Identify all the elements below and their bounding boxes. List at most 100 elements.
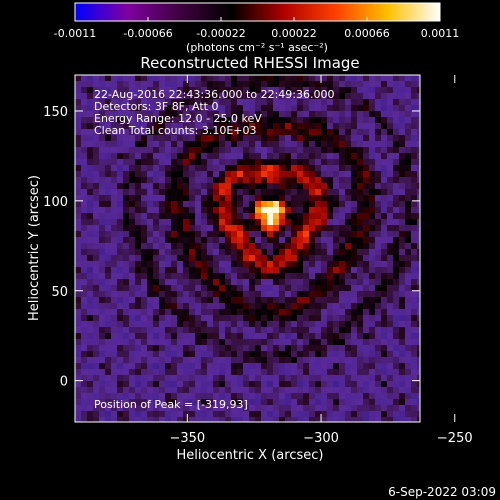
heatmap-cell	[399, 219, 405, 225]
heatmap-cell	[291, 213, 297, 219]
heatmap-cell	[345, 123, 351, 129]
heatmap-cell	[111, 123, 117, 129]
heatmap-cell	[405, 333, 411, 339]
heatmap-cell	[177, 141, 183, 147]
heatmap-cell	[153, 231, 159, 237]
heatmap-cell	[75, 141, 81, 147]
heatmap-cell	[189, 87, 195, 93]
heatmap-cell	[195, 207, 201, 213]
heatmap-cell	[153, 87, 159, 93]
heatmap-cell	[351, 267, 357, 273]
heatmap-cell	[291, 399, 297, 405]
heatmap-cell	[315, 117, 321, 123]
heatmap-cell	[219, 147, 225, 153]
heatmap-cell	[339, 351, 345, 357]
heatmap-cell	[339, 405, 345, 411]
heatmap-cell	[237, 219, 243, 225]
heatmap-cell	[381, 93, 387, 99]
heatmap-cell	[387, 381, 393, 387]
heatmap-cell	[219, 381, 225, 387]
heatmap-cell	[327, 153, 333, 159]
heatmap-cell	[183, 153, 189, 159]
heatmap-cell	[81, 219, 87, 225]
heatmap-cell	[327, 75, 333, 81]
heatmap-cell	[375, 171, 381, 177]
heatmap-cell	[99, 315, 105, 321]
heatmap-cell	[87, 261, 93, 267]
heatmap-cell	[393, 237, 399, 243]
heatmap-cell	[249, 231, 255, 237]
heatmap-cell	[387, 261, 393, 267]
heatmap-cell	[195, 201, 201, 207]
heatmap-cell	[141, 405, 147, 411]
heatmap-cell	[123, 231, 129, 237]
heatmap-cell	[93, 99, 99, 105]
heatmap-cell	[123, 159, 129, 165]
heatmap-cell	[243, 93, 249, 99]
heatmap-cell	[243, 417, 249, 422]
heatmap-cell	[147, 213, 153, 219]
heatmap-cell	[399, 297, 405, 303]
heatmap-cell	[195, 363, 201, 369]
heatmap-cell	[153, 213, 159, 219]
heatmap-cell	[255, 201, 261, 207]
heatmap-cell	[249, 225, 255, 231]
heatmap-cell	[393, 261, 399, 267]
heatmap-cell	[189, 279, 195, 285]
heatmap-cell	[213, 315, 219, 321]
heatmap-cell	[351, 291, 357, 297]
heatmap-cell	[309, 117, 315, 123]
heatmap-cell	[303, 399, 309, 405]
heatmap-cell	[315, 267, 321, 273]
heatmap-cell	[177, 213, 183, 219]
heatmap-cell	[297, 135, 303, 141]
heatmap-cell	[345, 81, 351, 87]
heatmap-cell	[105, 117, 111, 123]
heatmap-cell	[189, 303, 195, 309]
heatmap-cell	[81, 135, 87, 141]
heatmap-cell	[237, 189, 243, 195]
heatmap-cell	[231, 339, 237, 345]
heatmap-cell	[87, 201, 93, 207]
heatmap-cell	[279, 273, 285, 279]
heatmap-cell	[177, 291, 183, 297]
heatmap-cell	[243, 171, 249, 177]
heatmap-cell	[321, 117, 327, 123]
heatmap-cell	[177, 351, 183, 357]
heatmap-cell	[225, 183, 231, 189]
heatmap-cell	[141, 303, 147, 309]
heatmap-cell	[291, 87, 297, 93]
heatmap-cell	[207, 309, 213, 315]
heatmap-cell	[267, 237, 273, 243]
heatmap-cell	[117, 111, 123, 117]
heatmap-cell	[291, 417, 297, 422]
heatmap-cell	[291, 249, 297, 255]
heatmap-cell	[153, 81, 159, 87]
heatmap-cell	[381, 147, 387, 153]
heatmap-cell	[369, 255, 375, 261]
heatmap-cell	[159, 297, 165, 303]
heatmap-cell	[351, 327, 357, 333]
heatmap-cell	[303, 201, 309, 207]
heatmap-cell	[405, 207, 411, 213]
heatmap-cell	[237, 375, 243, 381]
heatmap-cell	[225, 75, 231, 81]
heatmap-cell	[87, 387, 93, 393]
heatmap-cell	[129, 261, 135, 267]
heatmap-cell	[255, 93, 261, 99]
heatmap-cell	[333, 93, 339, 99]
heatmap-cell	[321, 141, 327, 147]
heatmap-cell	[339, 111, 345, 117]
heatmap-cell	[309, 393, 315, 399]
heatmap-cell	[81, 147, 87, 153]
heatmap-cell	[219, 195, 225, 201]
heatmap-cell	[123, 279, 129, 285]
heatmap-cell	[387, 231, 393, 237]
heatmap-cell	[225, 411, 231, 417]
heatmap-cell	[345, 261, 351, 267]
heatmap-cell	[339, 273, 345, 279]
heatmap-cell	[123, 171, 129, 177]
heatmap-cell	[207, 393, 213, 399]
heatmap-cell	[357, 147, 363, 153]
heatmap-cell	[129, 165, 135, 171]
